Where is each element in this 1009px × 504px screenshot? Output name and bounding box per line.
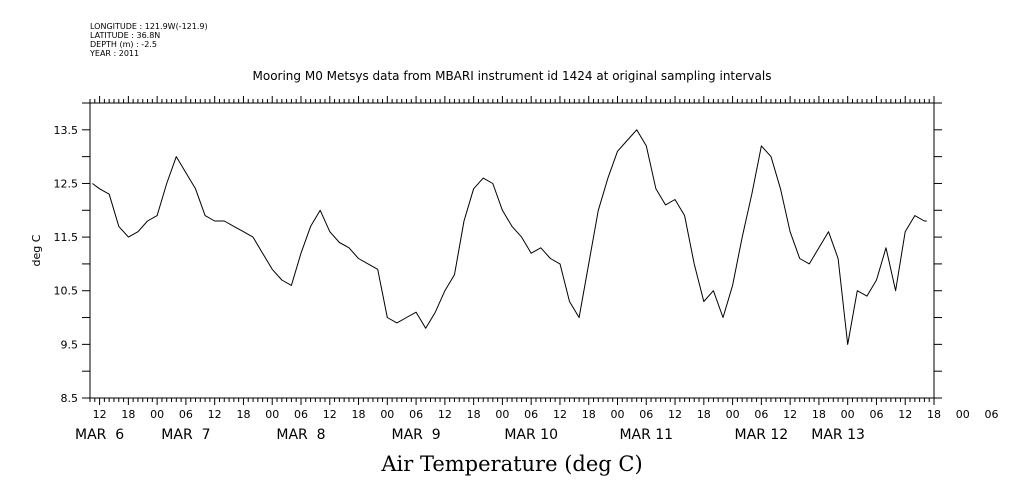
day-label: MAR 12: [735, 427, 789, 443]
y-tick-label: 13.5: [54, 124, 79, 137]
hour-tick-label: 18: [812, 408, 826, 421]
hour-tick-label: 00: [841, 408, 855, 421]
y-tick-label: 11.5: [54, 231, 79, 244]
hour-tick-label: 12: [668, 408, 682, 421]
hour-tick-label: 18: [582, 408, 596, 421]
y-tick-label: 9.5: [61, 338, 79, 351]
chart-title: Mooring M0 Metsys data from MBARI instru…: [252, 69, 772, 83]
metadata-block: LONGITUDE : 121.9W(-121.9) LATITUDE : 36…: [90, 22, 208, 58]
day-label: MAR 11: [619, 427, 673, 443]
hour-tick-label: 12: [208, 408, 222, 421]
day-label: MAR 10: [504, 427, 558, 443]
hour-tick-label: 18: [121, 408, 135, 421]
chart-caption: Air Temperature (deg C): [381, 452, 643, 476]
y-axis-label: deg C: [30, 234, 43, 266]
year-text: YEAR : 2011: [90, 49, 140, 58]
chart-svg: 8.5 9.5 10.5 11.5 12.5 13.5 deg C 12 18 00 06 12 18 0…: [30, 96, 999, 443]
hour-tick-label: 18: [352, 408, 366, 421]
y-tick-label: 12.5: [54, 177, 79, 190]
hour-tick-label: 06: [179, 408, 193, 421]
hour-tick-label: 06: [754, 408, 768, 421]
hour-tick-label: 06: [985, 408, 999, 421]
hour-tick-label: 00: [611, 408, 625, 421]
hour-tick-label: 06: [869, 408, 883, 421]
hour-tick-label: 12: [553, 408, 567, 421]
hour-tick-label: 18: [236, 408, 250, 421]
hour-tick-label: 06: [294, 408, 308, 421]
hour-tick-label: 12: [323, 408, 337, 421]
hour-tick-label: 06: [524, 408, 538, 421]
hour-tick-label: 18: [927, 408, 941, 421]
y-tick-label: 10.5: [54, 285, 79, 298]
longitude-text: LONGITUDE : 121.9W(-121.9): [90, 22, 208, 31]
plot-frame: [89, 102, 935, 399]
hour-tick-label: 06: [639, 408, 653, 421]
day-label: MAR 7: [161, 427, 210, 443]
day-label: MAR 13: [811, 427, 865, 443]
hour-tick-label: 12: [93, 408, 107, 421]
hour-tick-label: 00: [380, 408, 394, 421]
series-line: [92, 129, 927, 345]
depth-text: DEPTH (m) : -2.5: [90, 40, 157, 49]
hour-tick-label: 00: [150, 408, 164, 421]
hour-tick-label: 00: [265, 408, 279, 421]
day-label: MAR 8: [276, 427, 325, 443]
hour-tick-label: 00: [495, 408, 509, 421]
hour-tick-label: 12: [783, 408, 797, 421]
hour-tick-label: 18: [697, 408, 711, 421]
hour-tick-label: 00: [956, 408, 970, 421]
hour-tick-label: 18: [467, 408, 481, 421]
hour-tick-label: 12: [438, 408, 452, 421]
hour-tick-label: 00: [726, 408, 740, 421]
y-tick-label: 8.5: [61, 392, 79, 405]
latitude-text: LATITUDE : 36.8N: [90, 31, 161, 40]
day-label: MAR 6: [75, 427, 124, 443]
day-label: MAR 9: [391, 427, 440, 443]
hour-tick-label: 12: [898, 408, 912, 421]
hour-tick-label: 06: [409, 408, 423, 421]
